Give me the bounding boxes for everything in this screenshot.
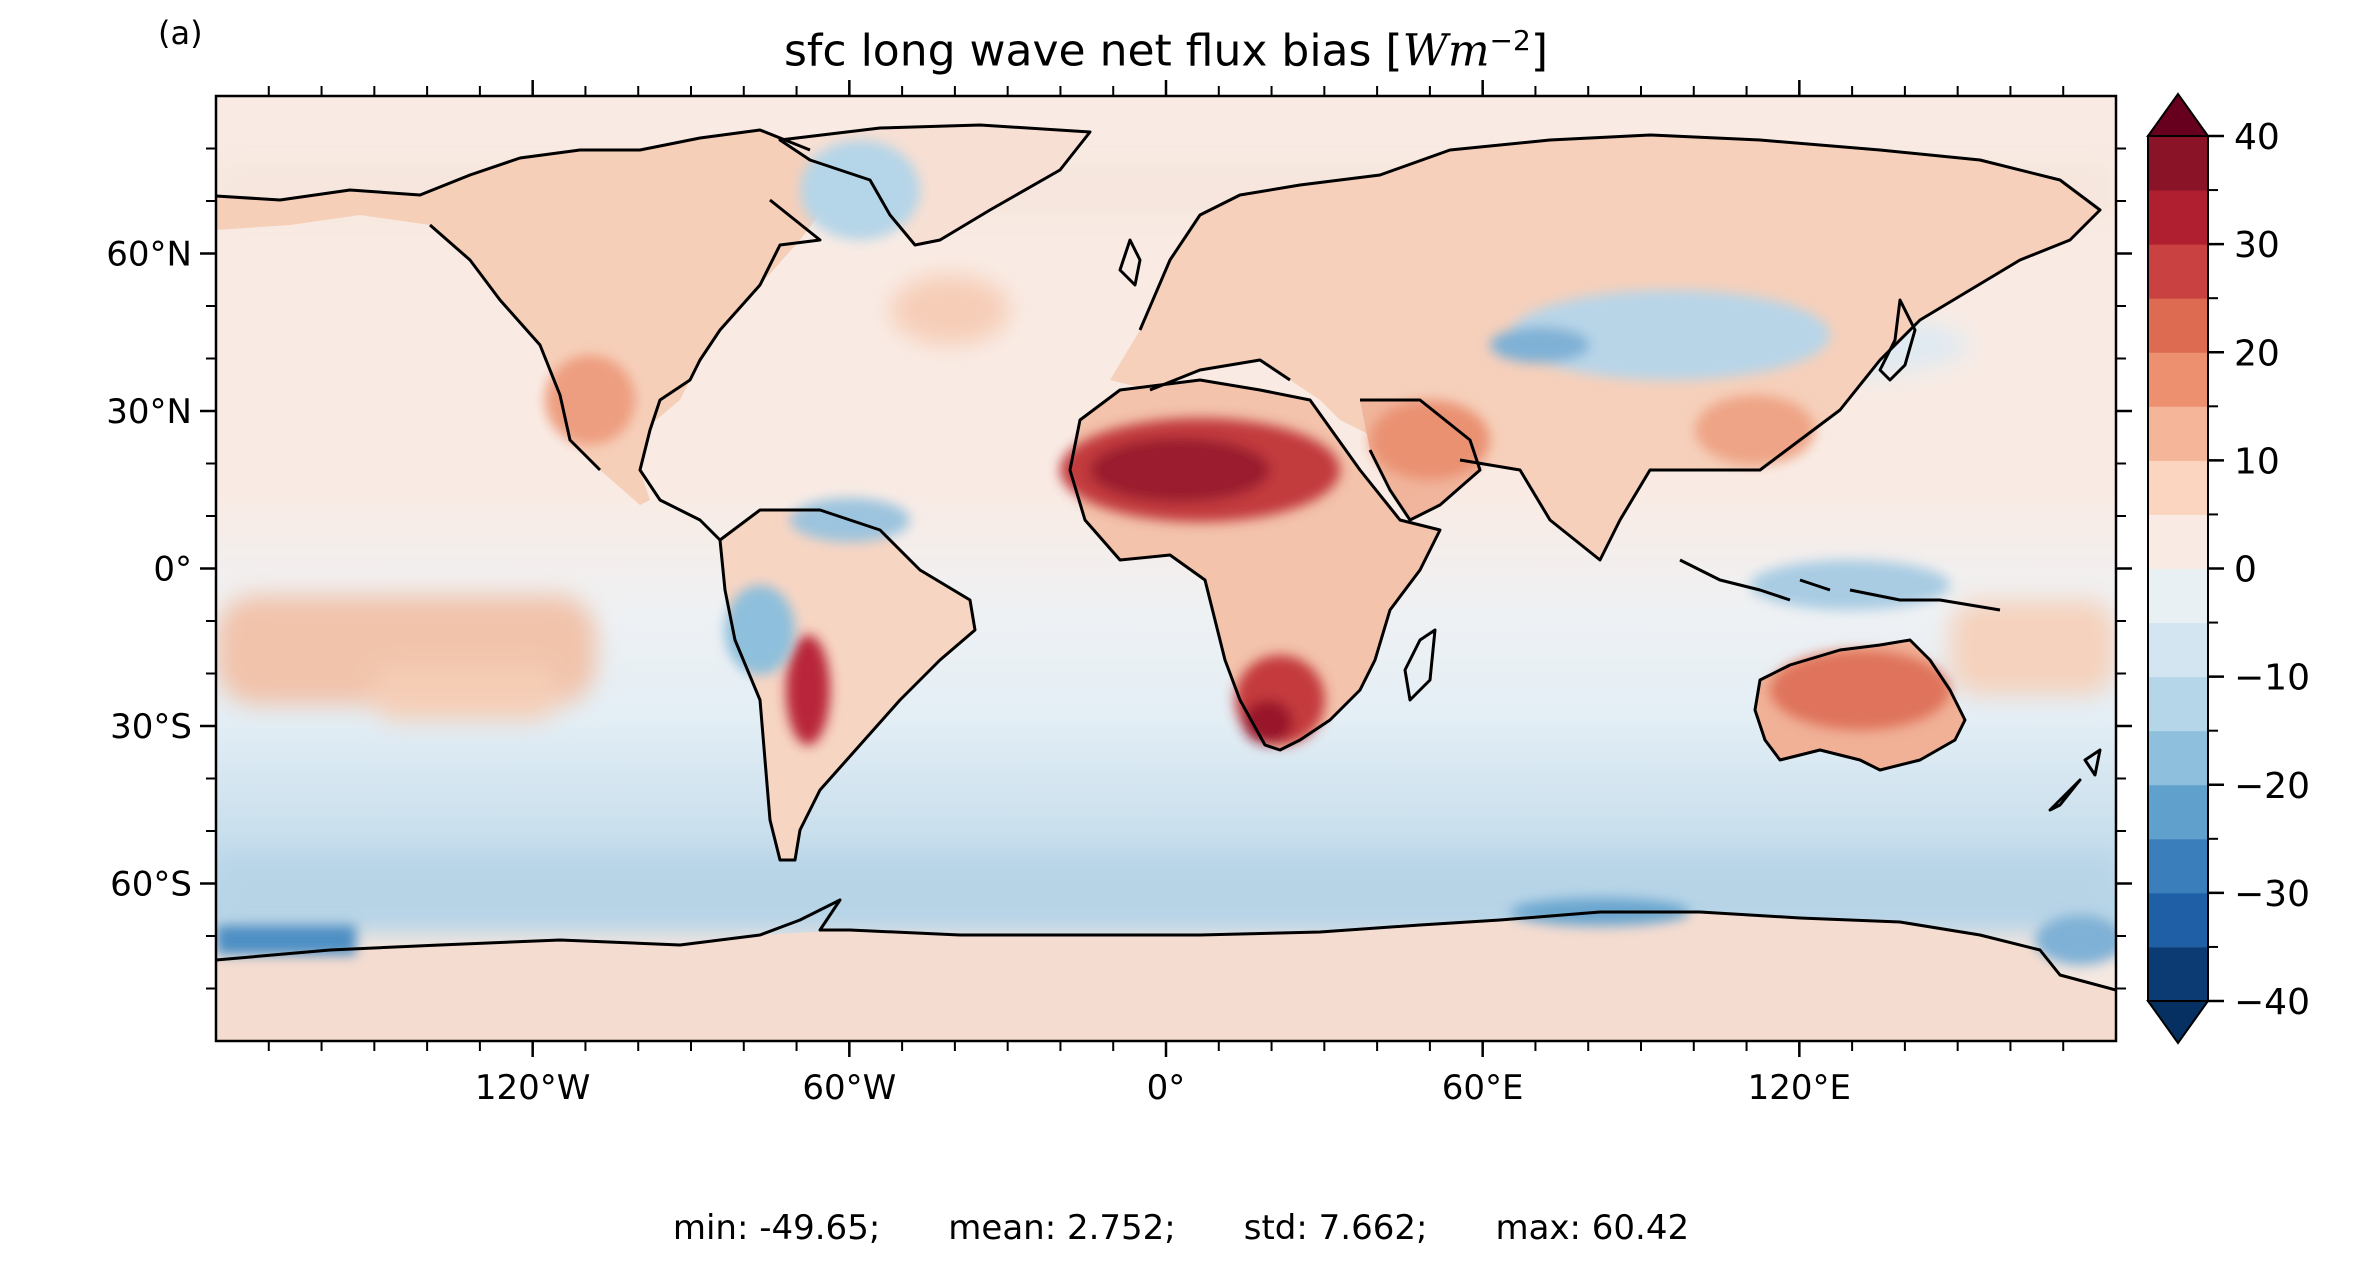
lon-tick-label: 60°W <box>802 1068 896 1108</box>
coast-australia <box>1753 638 1967 772</box>
coast-africa <box>1068 378 1442 752</box>
colorbar-under-arrow <box>2146 1000 2210 1045</box>
colorbar-tick-label: 30 <box>2234 225 2280 266</box>
latitude-ticks: 60°N 30°N 0° 30°S 60°S <box>106 147 2132 990</box>
coast-antarctica <box>216 898 2116 992</box>
stat-std: std: 7.662; <box>1243 1208 1428 1248</box>
colorbar-tick-label: −10 <box>2234 658 2310 699</box>
colorbar-segment <box>2148 622 2208 678</box>
colorbar <box>2146 92 2210 1045</box>
coast-madagascar <box>1403 628 1437 702</box>
kazakh-cool <box>1490 327 1590 363</box>
coast-new-zealand <box>2048 748 2102 812</box>
land-bias <box>216 125 2116 1041</box>
colorbar-tick-label: 0 <box>2234 550 2257 591</box>
labrador-cool <box>800 140 920 240</box>
coast-japan <box>1878 298 1917 382</box>
colorbar-segment <box>2148 514 2208 569</box>
title-unit-open: [ <box>1385 25 1403 77</box>
lon-tick-label: 120°E <box>1748 1068 1851 1108</box>
strong-warm-anomalies <box>545 355 1950 745</box>
colorbar-segment <box>2148 946 2208 1002</box>
title-unit-close: ] <box>1530 25 1548 77</box>
coast-south-america <box>718 508 977 862</box>
china-warm <box>1695 395 1815 465</box>
colorbar-segment <box>2148 568 2208 624</box>
central-asia-cool <box>1510 290 1830 380</box>
colorbar-tick-label: 20 <box>2234 333 2280 374</box>
panel-label: (a) <box>158 14 203 52</box>
colorbar-segment <box>2148 892 2208 948</box>
colorbar-segment <box>2148 676 2208 732</box>
stat-mean: mean: 2.752; <box>948 1208 1176 1248</box>
peru-coast-cool <box>725 585 795 675</box>
coast-arabia <box>1360 398 1482 522</box>
strong-cool-anomalies <box>216 140 2116 965</box>
colorbar-tick-label: 10 <box>2234 441 2280 482</box>
sahara-hot-spot <box>1090 438 1270 502</box>
colorbar-tick-label: −30 <box>2234 874 2310 915</box>
wilkes-cool <box>2035 915 2116 965</box>
stat-min: min: -49.65; <box>672 1208 881 1248</box>
lat-tick-label: 60°S <box>110 865 192 905</box>
longitude-ticks: 120°W 60°W 0° 60°E 120°E <box>267 80 2065 1108</box>
colorbar-tick-label: 40 <box>2234 117 2280 158</box>
title-unit-exp: −2 <box>1489 24 1531 57</box>
colorbar-segment <box>2148 838 2208 894</box>
lat-tick-label: 60°N <box>106 235 192 275</box>
coast-indonesia <box>1679 558 2001 612</box>
colorbar-tick-label: −20 <box>2234 766 2310 807</box>
lat-tick-label: 30°N <box>106 392 192 432</box>
lon-tick-label: 60°E <box>1442 1068 1524 1108</box>
bias-field <box>216 96 2116 1041</box>
lon-tick-label: 0° <box>1147 1068 1186 1108</box>
lon-tick-label: 120°W <box>475 1068 591 1108</box>
colorbar-segment <box>2148 460 2208 515</box>
pacific-warm-tongue <box>370 665 560 720</box>
title-text: sfc long wave net flux bias <box>783 25 1386 77</box>
coast-uk <box>1118 238 1142 287</box>
colorbar-segment <box>2148 730 2208 786</box>
colorbar-over-arrow <box>2146 92 2210 137</box>
colorbar-segment <box>2148 190 2208 245</box>
kalahari-hot-spot <box>1243 700 1293 744</box>
stat-max: max: 60.42 <box>1495 1208 1690 1248</box>
atlantic-warm-patch <box>890 275 1010 345</box>
coast-greenland <box>778 123 1092 247</box>
coast-eurasia <box>1138 133 2102 562</box>
colorbar-segment <box>2148 244 2208 299</box>
colorbar-tick-label: −40 <box>2234 982 2310 1023</box>
coast-north-america <box>216 128 822 542</box>
map-title: sfc long wave net flux bias [Wm−2] <box>216 24 2116 77</box>
stats-line: min: -49.65; mean: 2.752; std: 7.662; max: … <box>0 1208 2362 1248</box>
west-pacific-warm <box>1950 600 2116 695</box>
southern-ocean-cool <box>216 855 2116 925</box>
mexico-warm <box>545 355 635 445</box>
lat-tick-label: 30°S <box>110 707 192 747</box>
colorbar-segment <box>2148 298 2208 353</box>
colorbar-ticks: 40 30 20 10 0 −10 −20 −30 −40 <box>2208 117 2310 1023</box>
lat-tick-label: 0° <box>153 550 192 590</box>
title-unit-var: Wm <box>1402 25 1490 77</box>
colorbar-segment <box>2148 784 2208 840</box>
colorbar-segment <box>2148 352 2208 407</box>
maritime-continent-cool <box>1750 560 1950 610</box>
colorbar-segment <box>2148 136 2208 191</box>
colorbar-segment <box>2148 406 2208 461</box>
north-america <box>216 130 830 505</box>
middle-east-warm <box>1370 400 1490 480</box>
andes-warm <box>786 635 830 745</box>
australia-interior-warm <box>1770 650 1950 730</box>
coastlines <box>216 123 2116 992</box>
